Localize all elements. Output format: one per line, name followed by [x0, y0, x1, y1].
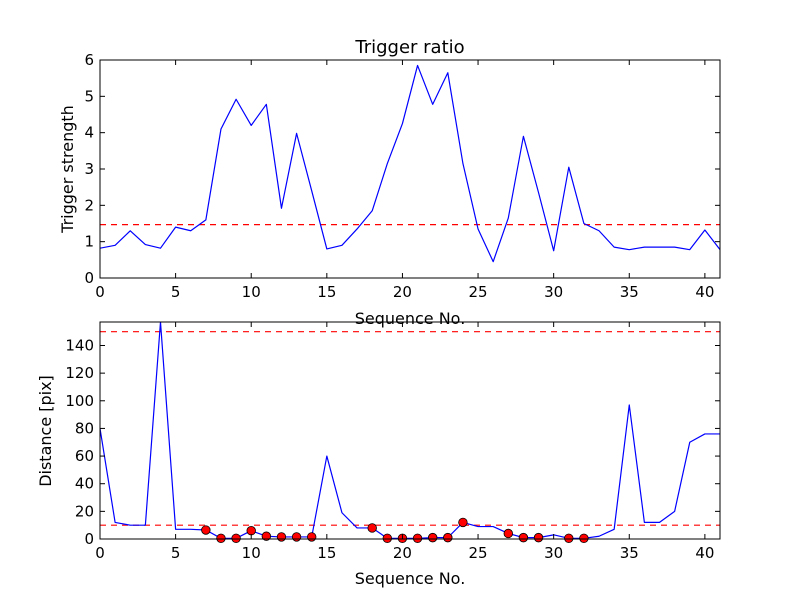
y-tick-label: 1: [84, 233, 94, 251]
y-tick-label: 0: [84, 530, 94, 548]
data-point-marker: [246, 526, 256, 536]
y-tick-label: 40: [75, 475, 94, 493]
data-point-marker: [503, 528, 513, 539]
x-tick-label: 25: [469, 283, 488, 301]
data-point-marker: [579, 533, 589, 544]
x-tick-label: 0: [95, 544, 105, 562]
plot-area: [100, 322, 720, 544]
data-point-marker: [564, 533, 574, 544]
y-tick-label: 60: [75, 447, 94, 465]
data-point-marker: [367, 523, 377, 533]
plot-contents: [100, 64, 720, 263]
x-tick-label: 35: [620, 544, 639, 562]
x-axis-label: Sequence No.: [355, 309, 466, 328]
chart-title: Trigger ratio: [354, 37, 464, 58]
data-point-marker: [533, 532, 544, 543]
data-point-marker: [261, 531, 272, 541]
x-tick-label: 25: [469, 544, 488, 562]
data-point-marker: [382, 533, 393, 544]
x-tick-label: 10: [242, 544, 261, 562]
data-point-marker: [231, 533, 241, 544]
data-point-marker: [216, 533, 226, 544]
plot-area: [100, 64, 720, 263]
y-tick-label: 2: [84, 196, 94, 214]
x-tick-label: 15: [317, 283, 336, 301]
x-tick-label: 10: [242, 283, 261, 301]
x-tick-label: 15: [317, 544, 336, 562]
data-point-marker: [458, 517, 468, 528]
y-tick-label: 140: [65, 336, 94, 354]
data-point-marker: [307, 532, 317, 542]
data-point-marker: [291, 532, 302, 542]
x-tick-label: 0: [95, 283, 105, 301]
x-tick-label: 5: [171, 544, 181, 562]
y-axis-label: Distance [pix]: [36, 375, 55, 487]
data-point-marker: [412, 533, 423, 544]
x-tick-label: 30: [544, 544, 563, 562]
series-line: [100, 64, 720, 263]
y-tick-label: 5: [84, 87, 94, 105]
axes-frame: [99, 321, 721, 540]
y-tick-label: 4: [84, 124, 94, 142]
y-tick-label: 20: [75, 502, 94, 520]
x-tick-label: 40: [695, 283, 714, 301]
data-point-marker: [518, 532, 529, 543]
y-tick-label: 100: [65, 392, 94, 410]
data-point-marker: [427, 532, 438, 543]
axes: 0 5 10 15 20 25 30 35 40 0 1 2 3 4 5 6: [84, 51, 721, 301]
y-tick-label: 6: [84, 51, 94, 69]
data-point-marker: [201, 525, 211, 535]
y-tick-label: 120: [65, 364, 94, 382]
y-tick-label: 3: [84, 160, 94, 178]
data-point-marker: [443, 532, 453, 543]
y-tick-label: 0: [84, 269, 94, 287]
x-tick-label: 5: [171, 283, 181, 301]
y-axis-label: Trigger strength: [58, 105, 77, 234]
data-point-marker: [276, 532, 287, 542]
x-tick-label: 40: [695, 544, 714, 562]
trigger-ratio-chart: Trigger ratio 0 5 10 15 20 25 30 35 40 0 1 2 3 4 5 6 Se…: [58, 37, 721, 328]
distance-chart: 0 5 10 15 20 25 30 35 40 0 20 40 60 80 100 120 140 Seque…: [36, 321, 721, 588]
x-tick-label: 20: [393, 283, 412, 301]
x-tick-label: 20: [393, 544, 412, 562]
x-tick-label: 30: [544, 283, 563, 301]
x-tick-label: 35: [620, 283, 639, 301]
axes: 0 5 10 15 20 25 30 35 40 0 20 40 60 80 100 120 140: [65, 321, 721, 562]
y-tick-label: 80: [75, 419, 94, 437]
x-axis-label: Sequence No.: [355, 569, 466, 588]
